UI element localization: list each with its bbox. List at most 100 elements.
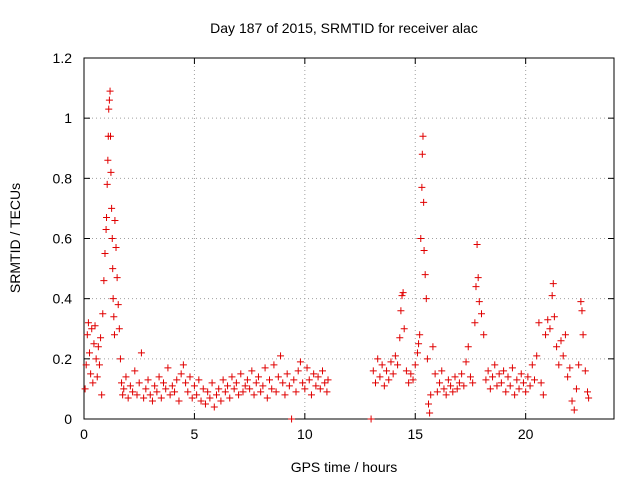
data-point — [146, 391, 154, 399]
data-point — [107, 132, 114, 140]
data-point — [259, 382, 267, 390]
data-point — [292, 388, 300, 396]
data-point — [376, 373, 384, 381]
data-point — [131, 367, 139, 375]
data-point — [314, 373, 322, 381]
data-point — [89, 379, 97, 387]
data-point — [305, 376, 313, 384]
data-point — [195, 376, 203, 384]
data-point — [535, 319, 543, 327]
data-point — [279, 379, 287, 387]
data-point — [274, 373, 282, 381]
data-point — [124, 394, 132, 402]
data-point — [310, 370, 318, 378]
data-point — [164, 364, 172, 372]
data-point — [500, 367, 508, 375]
data-point — [557, 337, 565, 345]
data-point — [566, 364, 574, 372]
data-point — [103, 213, 111, 221]
data-point — [399, 289, 407, 297]
data-point — [103, 180, 111, 188]
data-point — [224, 382, 232, 390]
data-point — [420, 198, 428, 206]
data-point — [104, 156, 112, 164]
data-point — [436, 379, 444, 387]
data-point — [549, 280, 557, 288]
data-point — [493, 382, 501, 390]
y-tick-label: 0 — [64, 411, 72, 427]
data-point — [418, 150, 426, 158]
data-point — [455, 379, 463, 387]
data-point — [451, 373, 459, 381]
data-point — [431, 370, 439, 378]
data-point — [489, 373, 497, 381]
data-point — [433, 388, 441, 396]
data-point — [584, 388, 591, 396]
data-point — [257, 388, 265, 396]
data-point — [208, 379, 216, 387]
data-point — [405, 379, 413, 387]
data-point — [160, 379, 167, 387]
data-point — [151, 382, 159, 390]
data-point — [97, 334, 105, 342]
data-point — [511, 391, 519, 399]
data-point — [438, 367, 446, 375]
data-point — [407, 370, 415, 378]
data-point — [531, 376, 538, 384]
data-point — [579, 331, 587, 339]
data-point — [504, 373, 512, 381]
data-point — [413, 349, 421, 357]
data-point — [418, 183, 426, 191]
data-point — [140, 394, 148, 402]
data-point — [100, 277, 108, 285]
data-point — [542, 331, 550, 339]
data-point — [109, 295, 117, 303]
data-point — [475, 298, 483, 306]
data-point — [215, 385, 223, 393]
data-point — [175, 397, 183, 405]
data-point — [232, 379, 240, 387]
data-point — [369, 367, 377, 375]
data-point — [420, 247, 428, 255]
data-point — [81, 385, 89, 393]
data-point — [528, 361, 536, 369]
data-point — [482, 376, 490, 384]
data-point — [114, 301, 122, 309]
data-point — [526, 382, 534, 390]
data-point — [553, 343, 561, 351]
data-point — [166, 391, 174, 399]
data-point — [519, 379, 527, 387]
data-point — [157, 394, 165, 402]
data-point — [129, 388, 137, 396]
data-point — [299, 379, 307, 387]
data-point — [533, 352, 541, 360]
data-point — [133, 391, 141, 399]
data-point — [86, 349, 94, 357]
data-point — [374, 355, 382, 363]
data-point — [464, 343, 472, 351]
data-point — [102, 225, 110, 233]
data-point — [296, 358, 304, 366]
data-point — [87, 370, 95, 378]
data-point — [400, 325, 408, 333]
data-point — [561, 331, 569, 339]
data-point — [162, 385, 170, 393]
data-point — [261, 364, 269, 372]
data-point — [380, 382, 388, 390]
data-point — [94, 343, 102, 351]
data-point — [98, 391, 106, 399]
data-point — [575, 361, 583, 369]
data-point — [210, 403, 218, 411]
data-point — [250, 391, 258, 399]
data-point — [415, 340, 423, 348]
data-point — [568, 397, 576, 405]
data-point — [495, 370, 503, 378]
data-point — [449, 388, 457, 396]
data-point — [221, 388, 229, 396]
data-point — [83, 331, 91, 339]
data-point — [119, 391, 127, 399]
data-point — [513, 376, 521, 384]
data-point — [471, 319, 479, 327]
data-point — [559, 352, 567, 360]
